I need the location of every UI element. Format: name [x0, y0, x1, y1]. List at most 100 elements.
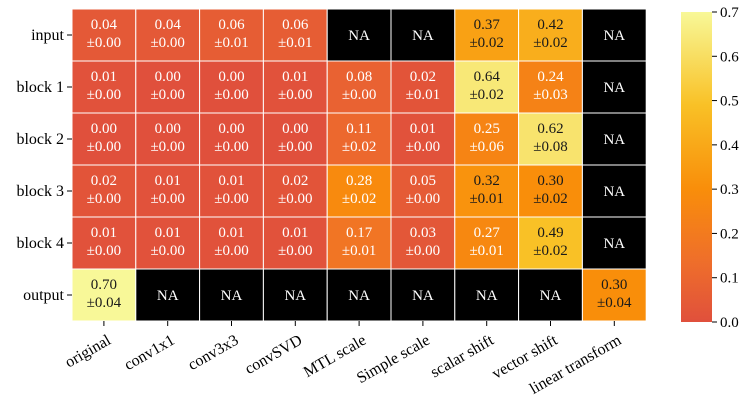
- heatmap-cell: 0.08 ±0.00: [326, 60, 392, 114]
- cell-mean-label: 0.01: [218, 173, 244, 189]
- cell-mean-label: 0.01: [282, 69, 308, 85]
- colorbar-gradient: [681, 12, 712, 322]
- cell-mean-label: 0.49: [537, 225, 563, 241]
- heatmap-cell: 0.05 ±0.00: [390, 164, 456, 218]
- cell-background: [326, 112, 392, 166]
- cell-mean-label: 0.64: [474, 69, 501, 85]
- heatmap-cell: 0.30 ±0.04: [581, 268, 647, 322]
- colorbar-tick-label: 0.3: [720, 182, 739, 198]
- cell-background: [135, 8, 201, 62]
- cell-mean-label: 0.37: [474, 17, 501, 33]
- heatmap-cell: NA: [518, 268, 583, 322]
- cell-mean-label: 0.25: [474, 121, 500, 137]
- colorbar: 0.0 0.1 0.2 0.3 0.4 0.5 0.6 0.7: [681, 5, 739, 331]
- cell-na-label: NA: [348, 288, 370, 304]
- cell-background: [518, 268, 583, 322]
- cell-std-label: ±0.00: [406, 139, 440, 155]
- cell-mean-label: 0.28: [346, 173, 372, 189]
- cell-std-label: ±0.02: [533, 243, 567, 259]
- cell-background: [518, 60, 583, 114]
- cell-std-label: ±0.00: [87, 139, 121, 155]
- row-label: block 3: [16, 183, 64, 200]
- cell-background: [262, 216, 328, 270]
- cell-std-label: ±0.02: [469, 35, 503, 51]
- heatmap-cell: 0.04 ±0.00: [135, 8, 201, 62]
- heatmap-cell: 0.00 ±0.00: [199, 112, 264, 166]
- cell-std-label: ±0.01: [469, 191, 503, 207]
- row-labels: input block 1 block 2 block 3 block 4 output: [16, 27, 72, 304]
- cell-na-label: NA: [476, 288, 498, 304]
- heatmap-cell: NA: [135, 268, 201, 322]
- cell-na-label: NA: [348, 28, 370, 44]
- heatmap-cell: 0.01 ±0.00: [71, 60, 137, 114]
- cell-background: [581, 164, 647, 218]
- column-label: scalar shift: [428, 331, 497, 381]
- cell-mean-label: 0.04: [155, 17, 182, 33]
- cell-background: [71, 216, 137, 270]
- cell-std-label: ±0.00: [150, 87, 184, 103]
- column-label: Simple scale: [354, 332, 433, 387]
- cell-background: [71, 8, 137, 62]
- cell-std-label: ±0.00: [406, 243, 440, 259]
- cell-mean-label: 0.01: [282, 225, 308, 241]
- cell-na-label: NA: [603, 132, 625, 148]
- cell-std-label: ±0.02: [469, 87, 503, 103]
- cell-mean-label: 0.08: [346, 69, 372, 85]
- cell-background: [390, 8, 456, 62]
- cell-mean-label: 0.01: [91, 69, 117, 85]
- cell-background: [326, 60, 392, 114]
- heatmap-cell: 0.01 ±0.00: [135, 164, 201, 218]
- cell-mean-label: 0.01: [91, 225, 117, 241]
- row-label: input: [31, 27, 64, 44]
- heatmap-cell: 0.62 ±0.08: [518, 112, 583, 166]
- row-label: block 2: [16, 131, 64, 148]
- cell-na-label: NA: [603, 28, 625, 44]
- cell-std-label: ±0.00: [278, 243, 312, 259]
- cell-std-label: ±0.00: [87, 35, 121, 51]
- heatmap-cell: 0.01 ±0.00: [262, 60, 328, 114]
- heatmap-cell: 0.06 ±0.01: [262, 8, 328, 62]
- row-label: output: [23, 287, 64, 304]
- cell-std-label: ±0.00: [150, 35, 184, 51]
- cell-mean-label: 0.30: [537, 173, 563, 189]
- heatmap-cell: 0.24 ±0.03: [518, 60, 583, 114]
- cell-background: [581, 216, 647, 270]
- cell-mean-label: 0.00: [218, 69, 244, 85]
- cell-std-label: ±0.04: [87, 295, 122, 311]
- cell-mean-label: 0.01: [218, 225, 244, 241]
- cell-std-label: ±0.02: [533, 35, 567, 51]
- cell-mean-label: 0.11: [346, 121, 372, 137]
- heatmap-cell: 0.01 ±0.00: [71, 216, 137, 270]
- cell-background: [135, 268, 201, 322]
- cell-std-label: ±0.00: [278, 191, 312, 207]
- cell-std-label: ±0.00: [342, 87, 376, 103]
- heatmap-cell: 0.25 ±0.06: [454, 112, 520, 166]
- cell-std-label: ±0.00: [278, 139, 312, 155]
- heatmap-cell: NA: [581, 60, 647, 114]
- heatmap-cell: 0.01 ±0.00: [390, 112, 456, 166]
- cell-background: [71, 268, 137, 322]
- column-label: convSVD: [242, 332, 305, 378]
- cell-std-label: ±0.02: [533, 191, 567, 207]
- heatmap-cell: NA: [326, 8, 392, 62]
- heatmap-cell: NA: [199, 268, 264, 322]
- cell-mean-label: 0.03: [410, 225, 436, 241]
- cell-std-label: ±0.02: [342, 191, 376, 207]
- cell-std-label: ±0.00: [150, 191, 184, 207]
- cell-std-label: ±0.02: [342, 139, 376, 155]
- cell-na-label: NA: [540, 288, 562, 304]
- heatmap-cell: 0.32 ±0.01: [454, 164, 520, 218]
- cell-mean-label: 0.01: [155, 173, 181, 189]
- cell-mean-label: 0.06: [282, 17, 309, 33]
- heatmap-cell: 0.01 ±0.00: [199, 216, 264, 270]
- cell-background: [199, 268, 264, 322]
- heatmap-cell: 0.70 ±0.04: [71, 268, 137, 322]
- cell-background: [390, 216, 456, 270]
- cell-std-label: ±0.00: [87, 87, 121, 103]
- colorbar-tick-label: 0.5: [720, 94, 739, 110]
- cell-std-label: ±0.00: [87, 191, 121, 207]
- cell-background: [518, 8, 583, 62]
- cell-std-label: ±0.01: [469, 243, 503, 259]
